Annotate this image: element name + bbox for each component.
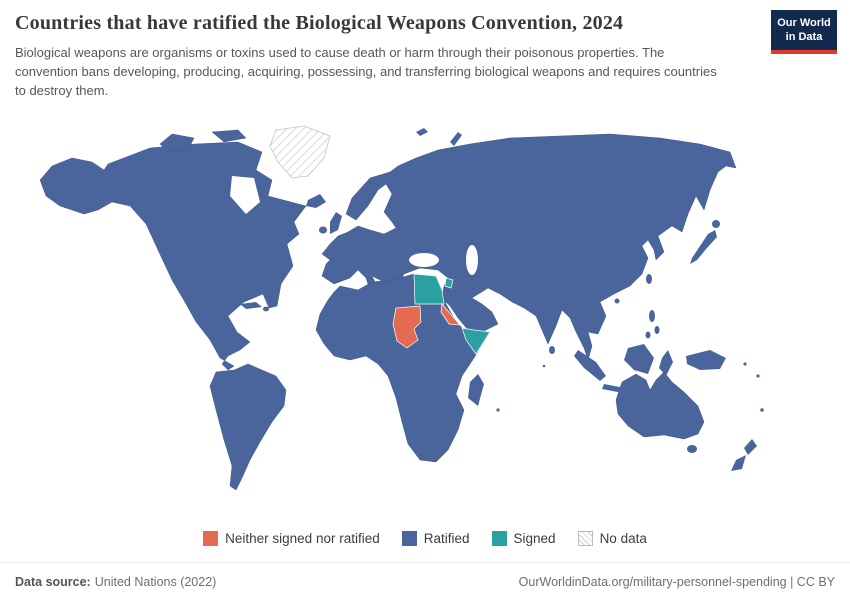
island-taiwan[interactable] [646,274,652,284]
island-sumatra[interactable] [574,350,606,381]
island-sri-lanka[interactable] [549,346,555,354]
legend-item-ratified[interactable]: Ratified [401,531,470,546]
country-eritrea[interactable] [440,303,461,326]
world-map-container [0,118,850,526]
island-new-zealand-north[interactable] [744,439,757,455]
island-cuba[interactable] [240,302,262,309]
legend-item-signed[interactable]: Signed [491,531,556,546]
island-dot-maldives[interactable] [542,364,546,368]
island-philippines-visayas[interactable] [645,331,651,339]
island-sulawesi[interactable] [659,350,673,376]
country-egypt[interactable] [413,273,445,305]
data-source: Data source: United Nations (2022) [15,575,216,589]
arctic-island-baffin[interactable] [211,129,247,143]
owid-logo-line1: Our World [777,17,831,29]
island-madagascar[interactable] [468,374,484,406]
owid-logo-line2: in Data [785,31,823,44]
small-island-nations-dots [496,362,764,412]
continent-south-america[interactable] [209,363,287,491]
page-title: Countries that have ratified the Biologi… [15,12,624,34]
data-source-value: United Nations (2022) [94,574,217,589]
island-dot-pacific-1[interactable] [743,362,747,366]
island-tasmania[interactable] [687,445,697,453]
island-hainan[interactable] [614,298,620,304]
water-caspian-sea [466,245,478,275]
world-map [39,125,764,491]
country-greenland[interactable] [269,125,331,179]
island-dot-fiji[interactable] [760,408,764,412]
islands-group [306,128,726,394]
country-syria[interactable] [444,277,454,289]
island-new-zealand-south[interactable] [731,455,746,471]
island-dot-mauritius[interactable] [496,408,500,412]
chart-header: Countries that have ratified the Biologi… [15,12,735,101]
island-hokkaido[interactable] [712,220,720,228]
island-novaya-zemlya[interactable] [450,132,462,146]
legend-label-ratified: Ratified [423,531,470,546]
chart-subtitle: Biological weapons are organisms or toxi… [15,45,717,98]
country-somalia[interactable] [461,327,491,355]
island-ireland[interactable] [319,226,327,234]
island-japan[interactable] [690,230,717,264]
owid-logo[interactable]: Our World in Data [771,10,837,54]
continent-north-america[interactable] [39,141,307,371]
island-borneo[interactable] [624,344,654,374]
legend-item-no-data[interactable]: No data [577,531,647,546]
legend-swatch-neither [203,531,219,546]
island-philippines-luzon[interactable] [649,310,655,322]
arctic-island-victoria[interactable] [159,133,195,153]
legend-item-neither-signed-nor-ratified[interactable]: Neither signed nor ratified [203,531,380,546]
island-sakhalin[interactable] [683,198,691,216]
country-chad[interactable] [392,305,422,349]
island-dot-pacific-2[interactable] [756,374,760,378]
island-great-britain[interactable] [330,212,342,234]
water-hudson-bay [230,176,260,214]
water-black-sea [409,253,439,267]
legend-label-signed: Signed [513,531,556,546]
map-legend: Neither signed nor ratified Ratified Sig… [0,531,850,546]
legend-swatch-no-data [577,531,593,546]
island-new-guinea[interactable] [686,350,726,370]
continent-australia[interactable] [615,371,705,440]
island-iceland[interactable] [306,194,326,208]
island-svalbard[interactable] [416,128,428,136]
legend-swatch-ratified [401,531,417,546]
attribution[interactable]: OurWorldinData.org/military-personnel-sp… [519,575,835,589]
data-source-label: Data source: [15,574,91,589]
chart-footer: Data source: United Nations (2022) OurWo… [0,562,850,600]
legend-label-neither: Neither signed nor ratified [225,531,380,546]
legend-label-no-data: No data [599,531,647,546]
island-hispaniola[interactable] [263,306,269,312]
attribution-text: OurWorldinData.org/military-personnel-sp… [518,574,835,589]
island-philippines-mindanao[interactable] [654,326,660,334]
legend-swatch-signed [491,531,507,546]
